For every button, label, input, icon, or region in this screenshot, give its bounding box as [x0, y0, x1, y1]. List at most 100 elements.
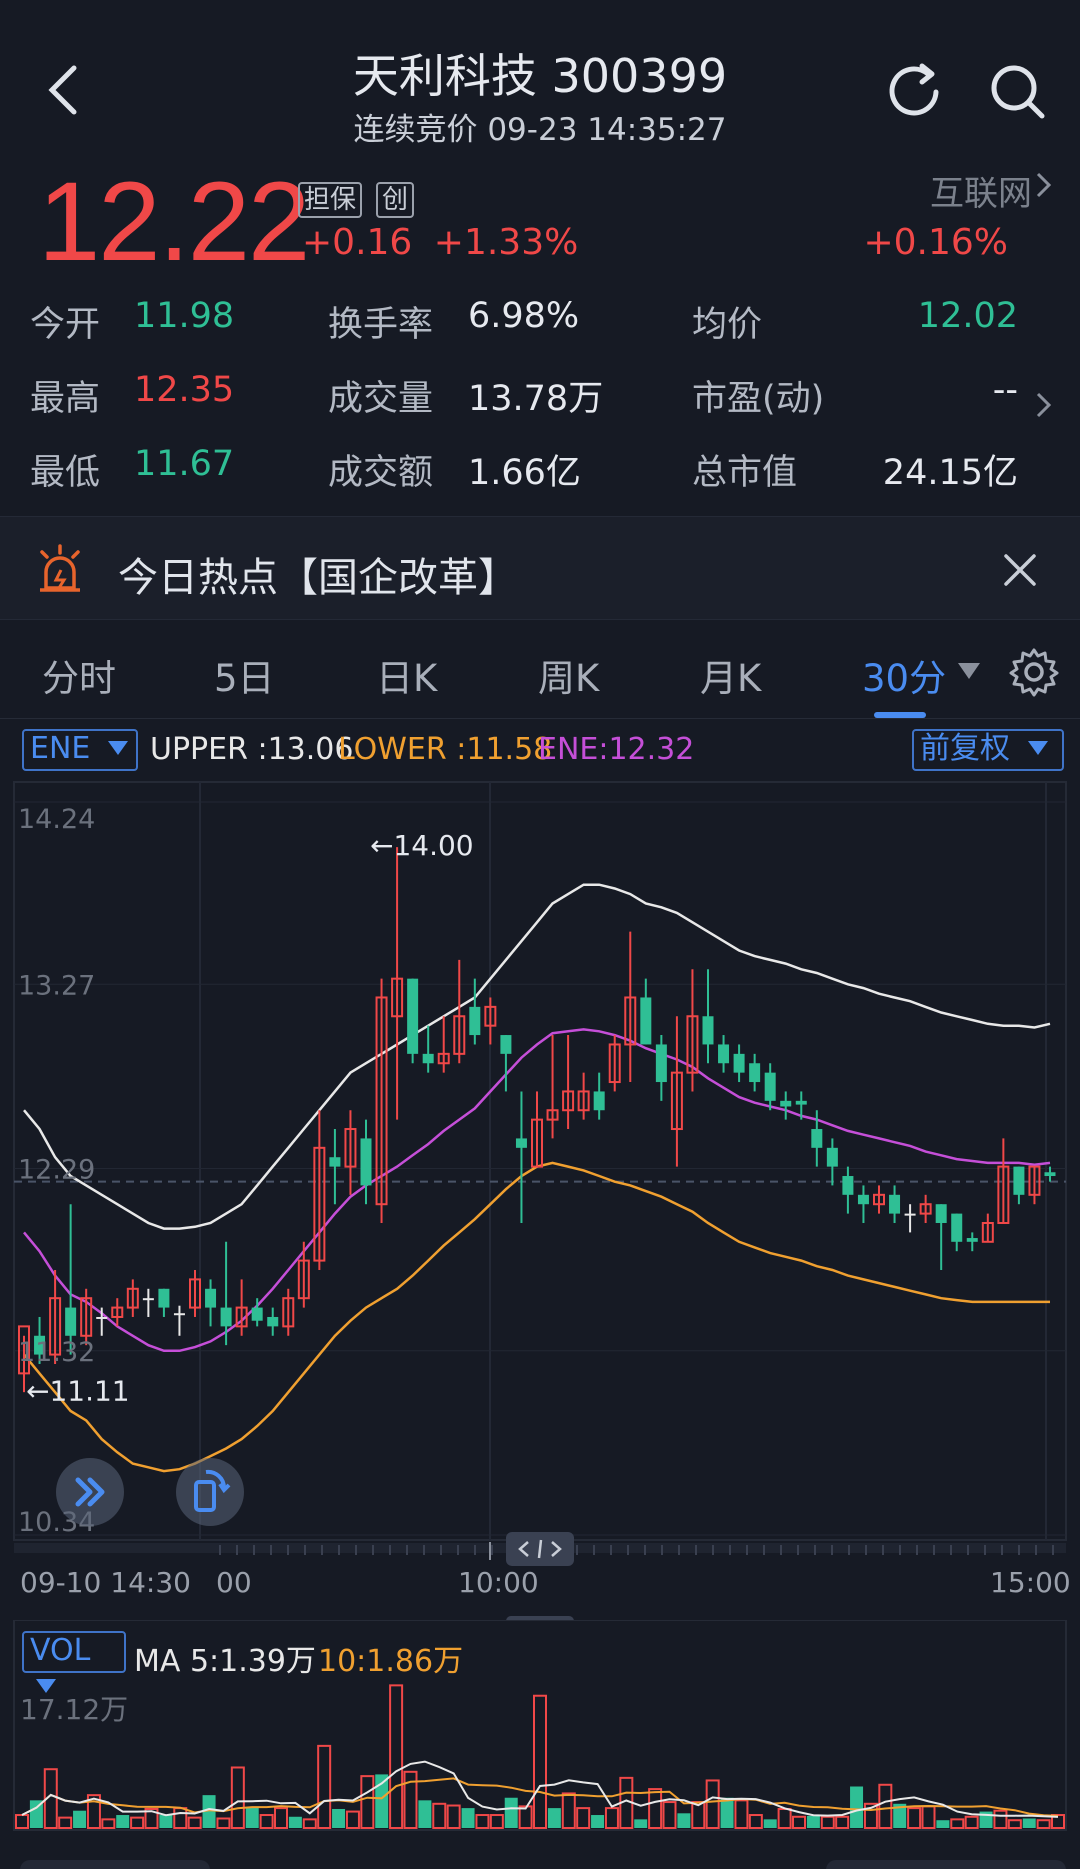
expand-button[interactable] [56, 1458, 124, 1526]
search-button[interactable] [986, 60, 1050, 124]
volume-bar [461, 1808, 475, 1828]
volume-bar [432, 1802, 447, 1829]
candle-body [764, 1072, 776, 1101]
stat-value: 12.35 [134, 370, 235, 410]
candle-body [407, 978, 419, 1054]
bottom-tab-hint[interactable] [20, 1860, 210, 1869]
candle-body [375, 996, 388, 1206]
candle-body [158, 1288, 170, 1308]
chevron-right-icon[interactable] [1034, 390, 1054, 420]
active-tab-indicator [874, 712, 926, 718]
double-chevron-right-icon [75, 1477, 105, 1507]
vol-ma5: MA 5:1.39万 [134, 1644, 316, 1679]
tab-daily-k[interactable]: 日K [376, 657, 438, 700]
candlestick-chart[interactable]: 14.2413.2712.2911.3210.34←14.00←11.1109-… [0, 780, 1080, 1620]
candle-body [329, 1157, 341, 1167]
volume-bar [547, 1808, 561, 1828]
candle-body [577, 1090, 590, 1112]
volume-bar [288, 1816, 302, 1828]
back-button[interactable] [40, 60, 90, 120]
volume-chart[interactable] [0, 1620, 1080, 1869]
close-icon[interactable] [1002, 552, 1038, 592]
tab-intraday[interactable]: 分时 [42, 657, 116, 700]
sector-name[interactable]: 互联网 [930, 174, 1032, 214]
tab-weekly-k[interactable]: 周K [538, 657, 600, 700]
volume-bar [375, 1774, 389, 1828]
price-change: +0.16 +1.33% [302, 222, 578, 263]
volume-bar [389, 1684, 404, 1829]
stat-value: 1.66亿 [468, 453, 581, 493]
stat-value: 12.02 [917, 296, 1018, 336]
volume-bar [58, 1816, 73, 1830]
candle-body [437, 1052, 450, 1065]
caret-down-icon[interactable] [956, 660, 982, 686]
candle-body [562, 1090, 575, 1112]
hot-topic-text[interactable]: 今日热点【国企改革】 [118, 555, 518, 601]
volume-bar [763, 1819, 777, 1828]
price-adjust-label: 前复权 [920, 731, 1010, 766]
refresh-button[interactable] [884, 60, 948, 124]
stat-label: 成交量 [328, 379, 434, 419]
stat-label: 总市值 [692, 453, 798, 493]
volume-bar [101, 1818, 116, 1829]
hot-topic-banner[interactable] [0, 516, 1080, 620]
volume-bar [820, 1815, 835, 1830]
caret-down-icon [36, 1679, 56, 1693]
x-axis-label: 10:00 [458, 1566, 539, 1599]
candle-body [826, 1147, 838, 1167]
stat-label: 最低 [30, 453, 101, 493]
rotate-screen-button[interactable] [176, 1458, 244, 1526]
settings-gear-icon[interactable] [1008, 646, 1060, 702]
volume-bar [518, 1805, 533, 1829]
candle-body [251, 1307, 263, 1321]
candle-body [702, 1016, 714, 1045]
change-amount: +0.16 [302, 222, 413, 263]
indicator-select[interactable]: ENE [22, 729, 138, 771]
volume-bar [921, 1805, 936, 1829]
low-annotation: ←11.11 [26, 1374, 130, 1407]
change-percent: +1.33% [433, 222, 579, 263]
candle-body [515, 1138, 527, 1148]
stat-value: 11.67 [134, 444, 235, 484]
candle-body [997, 1165, 1010, 1225]
caret-down-icon [107, 741, 128, 755]
alarm-icon [34, 544, 86, 598]
back-chevron-icon [48, 65, 77, 115]
candle-body [126, 1287, 139, 1309]
volume-bar [806, 1815, 820, 1828]
bottom-tab-hint[interactable] [826, 1860, 1066, 1869]
volume-bar [936, 1820, 950, 1828]
volume-bar [561, 1792, 576, 1830]
volume-bar [159, 1815, 173, 1828]
volume-bar [748, 1814, 763, 1830]
candle-body [593, 1091, 605, 1111]
vol-frame [13, 1620, 1067, 1831]
tag-margin: 担保 [298, 182, 363, 218]
tab-monthly-k[interactable]: 月K [700, 657, 762, 700]
volume-bar [878, 1783, 893, 1829]
indicator-name: ENE [30, 731, 91, 766]
candle-body [484, 1005, 497, 1027]
candle-body [670, 1071, 683, 1131]
volume-bar [144, 1807, 159, 1829]
price-adjust-select[interactable]: 前复权 [912, 729, 1064, 771]
tab-30min[interactable]: 30分 [862, 657, 947, 700]
candle-body [205, 1288, 217, 1308]
tab-5day[interactable]: 5日 [214, 657, 275, 700]
volume-indicator-name: VOL [30, 1633, 91, 1668]
volume-bar [43, 1768, 58, 1829]
volume-bar [245, 1807, 259, 1828]
volume-indicator-select[interactable]: VOL [22, 1631, 126, 1693]
candle-body [235, 1306, 248, 1328]
candle-body [344, 1128, 357, 1168]
ene-mid-line [23, 1028, 1051, 1353]
volume-bar [720, 1797, 734, 1828]
candle-body [811, 1129, 823, 1148]
volume-bar [332, 1808, 346, 1828]
stat-label: 均价 [692, 305, 763, 345]
candle-body [1044, 1172, 1056, 1177]
volume-bar [677, 1813, 691, 1828]
chevron-right-icon[interactable] [1034, 170, 1054, 200]
x-axis-label: 09-10 14:30 [20, 1566, 191, 1599]
x-axis-label: 00 [216, 1566, 252, 1599]
